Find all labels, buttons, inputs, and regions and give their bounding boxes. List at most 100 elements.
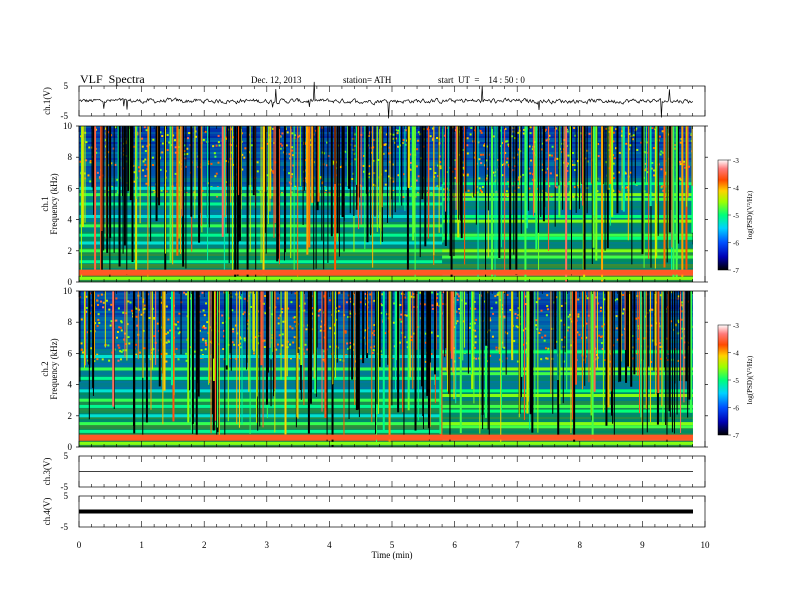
spectrogram-speck (473, 300, 476, 303)
spectrogram-speck (319, 177, 322, 180)
spectrogram-speck (629, 171, 632, 174)
spectrogram-speck (105, 299, 108, 302)
spectrogram-band (79, 224, 443, 228)
spectrogram-speck (436, 185, 439, 188)
spectrogram-speck (349, 297, 352, 300)
spectrogram-speck (108, 359, 111, 362)
spectrogram-speck (363, 154, 366, 157)
spectrogram-sferic (452, 291, 454, 373)
spectrogram-speck (539, 328, 542, 331)
y-axis-label: ch.3(V) (42, 458, 52, 486)
spectrogram-row (79, 280, 693, 282)
spectrogram-sferic (621, 126, 623, 211)
spectrogram-speck (372, 183, 375, 186)
spectrogram-speck (160, 301, 163, 304)
spectrogram-speck (303, 142, 306, 145)
spectrogram-sferic (550, 291, 552, 394)
spectrogram-sferic (135, 126, 138, 271)
spectrogram-sferic (445, 291, 447, 349)
spectrogram-sferic (462, 291, 464, 361)
spectrogram-sferic (293, 126, 295, 272)
spectrogram-sferic (641, 126, 644, 255)
spectrogram-speck (339, 358, 342, 361)
spectrogram-sferic (618, 291, 621, 347)
spectrogram-row (79, 325, 693, 327)
x-tick-label: 0 (77, 540, 82, 550)
spectrogram-speck (478, 187, 481, 190)
spectrogram-speck (403, 336, 406, 339)
spectrogram-sferic (488, 291, 490, 437)
spectrogram-sferic (402, 291, 404, 413)
spectrogram-sferic (353, 126, 355, 216)
spectrogram-speck (561, 338, 564, 341)
spectrogram-sferic (624, 291, 626, 350)
spectrogram-sferic (252, 291, 254, 350)
spectrogram-speck (183, 144, 186, 147)
spectrogram-row (79, 433, 693, 435)
spectrogram-sferic (348, 291, 350, 419)
spectrogram-sferic (449, 291, 451, 442)
spectrogram-sferic (374, 291, 376, 351)
spectrogram-speck (201, 189, 204, 192)
spectrogram-row (79, 361, 693, 363)
spectrogram-sferic (588, 291, 590, 383)
spectrogram-speck (87, 174, 90, 177)
spectrogram-speck (474, 335, 477, 338)
spectrogram-speck (85, 310, 88, 313)
spectrogram-speck (371, 351, 374, 354)
spectrogram-speck (90, 160, 93, 163)
spectrogram-sferic (230, 291, 232, 371)
spectrogram-sferic (528, 291, 530, 396)
spectrogram-speck (165, 332, 168, 335)
spectrogram-speck (439, 165, 442, 168)
spectrogram-sferic (216, 291, 218, 428)
spectrogram-speck (364, 292, 367, 295)
spectrogram-sferic (117, 126, 119, 195)
spectrogram-row (79, 403, 693, 405)
spectrogram-speck (200, 349, 203, 352)
spectrogram-row (79, 313, 693, 315)
spectrogram-sferic (455, 291, 457, 404)
spectrogram-speck (576, 331, 579, 334)
spectrogram-speck (221, 314, 224, 317)
spectrogram-speck (120, 320, 123, 323)
spectrogram-speck (540, 358, 543, 361)
spectrogram-speck (497, 292, 500, 295)
x-tick-label: 4 (327, 540, 332, 550)
spectrogram-speck (437, 164, 440, 167)
spectrogram-speck (644, 315, 647, 318)
spectrogram-speck (535, 319, 538, 322)
spectrogram-speck (651, 308, 654, 311)
spectrogram-sferic (273, 291, 275, 392)
spectrogram-speck (568, 181, 571, 184)
spectrogram-speck (673, 147, 676, 150)
spectrogram-speck (288, 153, 291, 156)
colorbar-tick-label: -4 (733, 350, 739, 358)
spectrogram-sferic (84, 126, 86, 223)
spectrogram-speck (241, 153, 244, 156)
spectrogram-speck (351, 177, 354, 180)
spectrogram-speck (504, 140, 507, 143)
spectrogram-speck (514, 312, 517, 315)
spectrogram-speck (566, 329, 569, 332)
spectrogram-speck (574, 134, 577, 137)
spectrogram-speck (389, 151, 392, 154)
spectrogram-sferic (249, 126, 251, 252)
spectrogram-speck (241, 132, 244, 135)
spectrogram-speck (547, 347, 550, 350)
spectrogram-band (442, 193, 693, 197)
spectrogram-speck (544, 347, 547, 350)
spectrogram-speck (394, 128, 397, 131)
spectrogram-speck (127, 336, 130, 339)
spectrogram-speck (466, 173, 469, 176)
spectrogram-speck (529, 132, 532, 135)
spectrogram-sferic (656, 126, 658, 204)
spectrogram-sferic (225, 291, 228, 366)
spectrogram-sferic (313, 126, 315, 273)
spectrogram-speck (515, 325, 518, 328)
spectrogram-speck (217, 343, 220, 346)
spectrogram-speck (401, 142, 404, 145)
spectrogram-speck (482, 153, 485, 156)
spectrogram-speck (233, 343, 236, 346)
spectrogram-band (79, 422, 443, 426)
